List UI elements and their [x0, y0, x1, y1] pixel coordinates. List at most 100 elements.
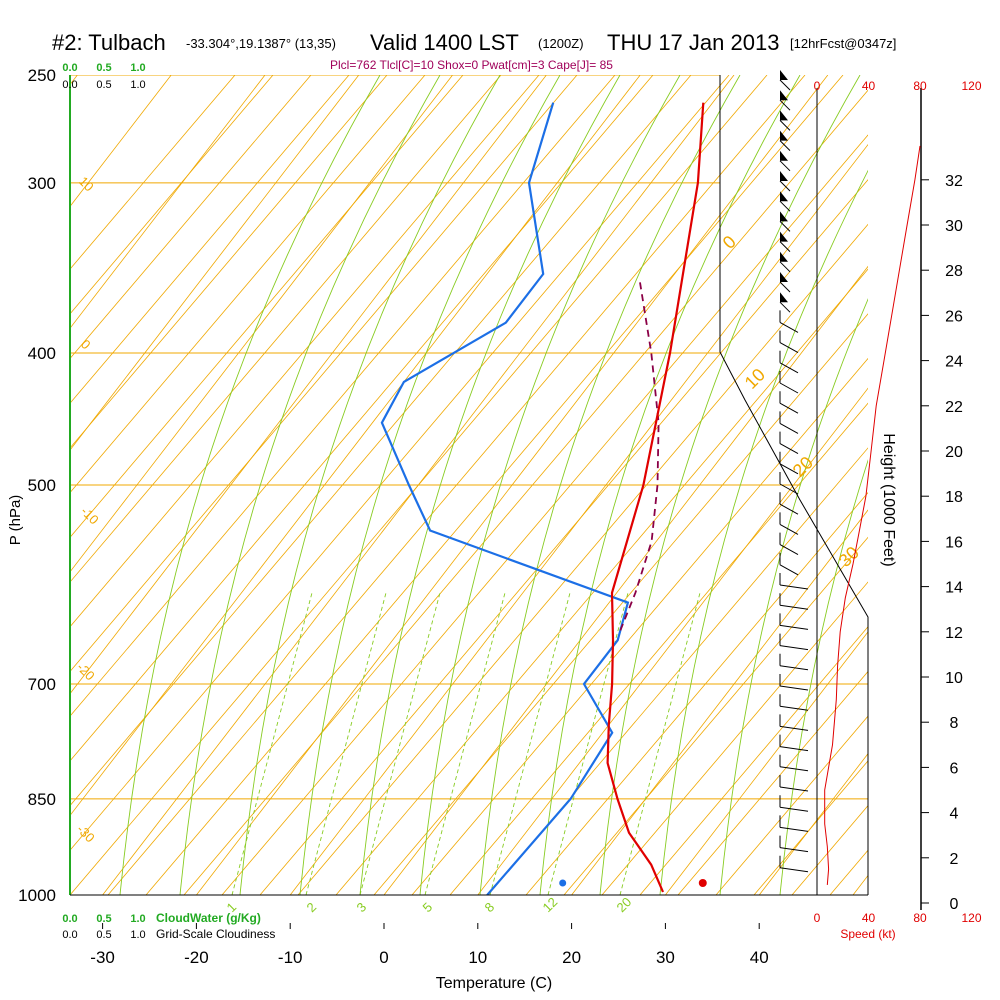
forecast-date: THU 17 Jan 2013 [607, 30, 780, 55]
mixing-ratio-label: 3 [354, 899, 370, 915]
wind-speed-line [824, 145, 921, 885]
pressure-tick-label: 400 [28, 344, 56, 363]
wind-barb [779, 79, 791, 91]
wind-barb [779, 624, 809, 630]
cloudwater-tick-bottom: 0.5 [96, 913, 111, 925]
moist-adiabat-line [359, 75, 621, 895]
speed-tick-label-top: 120 [961, 79, 981, 93]
wind-barb-flag [780, 130, 788, 141]
pressure-tick-label: 700 [28, 675, 56, 694]
height-tick-label: 14 [945, 580, 963, 597]
dry-adiabat-line [70, 75, 502, 583]
temperature-tick-label: -30 [90, 948, 115, 967]
wind-barb-flag [780, 171, 788, 181]
dry-adiabat-line [70, 75, 540, 628]
pressure-tick-label: 850 [28, 790, 56, 809]
mixing-ratio-line [305, 592, 387, 895]
wind-barb [779, 241, 791, 252]
isotherm-line [70, 75, 453, 573]
speed-axis-title: Speed (kt) [840, 927, 895, 941]
pressure-tick-label: 250 [28, 66, 56, 85]
station-title: #2: Tulbach [52, 30, 166, 55]
isotherm-line [196, 75, 829, 895]
speed-tick-label-top: 40 [862, 79, 876, 93]
cloudiness-label: Grid-Scale Cloudiness [156, 927, 275, 941]
wind-barb [779, 221, 791, 232]
plot-boundary [719, 75, 869, 895]
cloudwater-label: CloudWater (g/Kg) [156, 911, 261, 925]
mixing-ratio-line [619, 592, 701, 895]
wind-barb-flag [780, 251, 788, 262]
dry-adiabat-line [70, 75, 236, 270]
height-tick-label: 20 [945, 444, 963, 461]
dry-adiabat-line [829, 849, 868, 895]
dry-adiabat-line [107, 75, 806, 895]
wind-barb [779, 422, 799, 434]
dry-adiabat-line [70, 75, 388, 449]
moist-adiabat-line [179, 75, 441, 895]
wind-barb [779, 503, 799, 515]
mixing-ratio-line [359, 592, 441, 895]
isotherm-line [852, 874, 868, 895]
dry-adiabat-line [70, 75, 274, 315]
cloudwater-tick-bottom: 0.0 [62, 913, 77, 925]
wind-barb [779, 705, 809, 711]
wind-barb [779, 120, 791, 131]
height-tick-label: 12 [945, 625, 963, 642]
pressure-tick-label: 300 [28, 174, 56, 193]
isotherm-line [383, 265, 868, 895]
moist-adiabat-label: 20 [789, 453, 817, 481]
wind-barb [779, 604, 809, 610]
wind-barb [779, 665, 809, 671]
wind-barb-flag [780, 70, 788, 80]
dry-adiabat-line [70, 75, 426, 494]
mixing-ratio-label: 8 [482, 899, 498, 915]
speed-tick-label-bottom: 120 [961, 911, 981, 925]
dry-adiabat-line [70, 75, 312, 360]
dry-adiabat-line [601, 581, 868, 895]
temperature-tick-label: -20 [184, 948, 209, 967]
moist-adiabat-line [539, 75, 801, 895]
wind-barb-flag [780, 150, 788, 161]
wind-barb [779, 746, 809, 752]
wind-barb-flag [780, 211, 788, 222]
isotherm-line [477, 387, 868, 895]
wind-barb-flag [780, 90, 788, 101]
wind-barb [779, 806, 809, 812]
wind-barb [779, 523, 799, 535]
height-tick-label: 16 [945, 534, 963, 551]
dry-adiabat-line [70, 75, 768, 895]
surface-dewpoint-dot [559, 879, 567, 887]
wind-barb [779, 766, 809, 772]
dry-adiabat-line [70, 75, 464, 538]
moist-adiabat-line [299, 75, 561, 895]
cloudwater-tick-top: 0.5 [96, 62, 111, 74]
speed-tick-label-top: 80 [913, 79, 927, 93]
dry-adiabat-line [70, 75, 578, 673]
moist-adiabat-line [119, 75, 381, 895]
dry-adiabat-label: 10 [76, 174, 97, 195]
temperature-tick-label: -10 [278, 948, 303, 967]
wind-barb-flag [780, 110, 788, 121]
wind-barb [779, 645, 809, 651]
wind-barb [779, 160, 791, 172]
temperature-tick-label: 30 [656, 948, 675, 967]
height-tick-label: 24 [945, 354, 963, 371]
dry-adiabat-line [563, 536, 868, 895]
dry-adiabat-line [221, 134, 868, 895]
wind-barb [779, 402, 799, 414]
moist-adiabat-line [239, 75, 501, 895]
wind-barb [779, 584, 809, 590]
temperature-tick-label: 10 [468, 948, 487, 967]
height-tick-label: 28 [945, 263, 963, 280]
moist-adiabat-line [419, 75, 681, 895]
wind-barb-flag [780, 231, 788, 242]
wind-barb [779, 847, 809, 853]
wind-barb [779, 685, 809, 691]
dry-adiabat-line [411, 357, 868, 895]
dry-adiabat-line [145, 75, 844, 895]
wind-barb [779, 826, 809, 832]
wind-barb [779, 564, 799, 576]
speed-tick-label-bottom: 40 [862, 911, 876, 925]
temperature-profile-line [606, 102, 705, 893]
